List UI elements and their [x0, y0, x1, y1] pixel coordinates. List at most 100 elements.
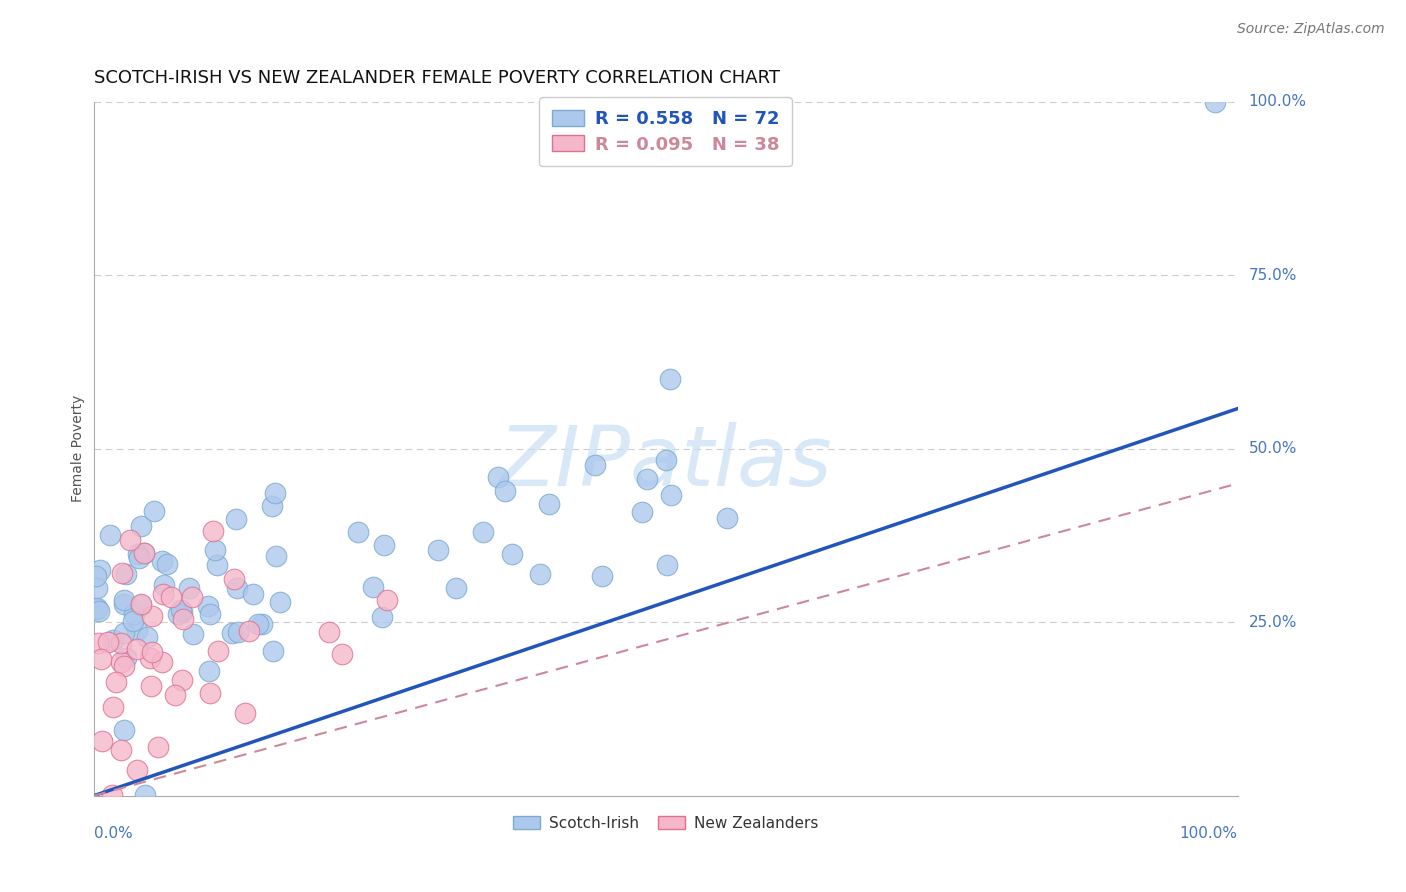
- Point: [141, 645, 163, 659]
- Point: [134, 546, 156, 560]
- Point: [242, 587, 264, 601]
- Text: 0.0%: 0.0%: [94, 826, 132, 841]
- Point: [84, 569, 107, 583]
- Point: [198, 607, 221, 621]
- Point: [170, 603, 193, 617]
- Point: [110, 566, 132, 581]
- Point: [246, 616, 269, 631]
- Point: [110, 743, 132, 757]
- Point: [98, 528, 121, 542]
- Point: [86, 581, 108, 595]
- Point: [86, 601, 108, 615]
- Point: [112, 723, 135, 738]
- Text: 100.0%: 100.0%: [1249, 95, 1306, 110]
- Point: [180, 590, 202, 604]
- Point: [375, 593, 398, 607]
- Point: [170, 673, 193, 687]
- Point: [472, 524, 495, 539]
- Point: [658, 372, 681, 386]
- Point: [172, 612, 194, 626]
- Point: [221, 626, 243, 640]
- Point: [159, 590, 181, 604]
- Point: [129, 598, 152, 612]
- Text: SCOTCH-IRISH VS NEW ZEALANDER FEMALE POVERTY CORRELATION CHART: SCOTCH-IRISH VS NEW ZEALANDER FEMALE POV…: [94, 69, 779, 87]
- Point: [101, 632, 124, 647]
- Point: [110, 655, 132, 669]
- Point: [141, 608, 163, 623]
- Point: [165, 688, 187, 702]
- Point: [110, 636, 132, 650]
- Point: [87, 604, 110, 618]
- Point: [444, 581, 467, 595]
- Point: [657, 558, 679, 573]
- Point: [112, 593, 135, 607]
- Point: [591, 568, 613, 582]
- Point: [233, 706, 256, 720]
- Point: [204, 542, 226, 557]
- Point: [361, 580, 384, 594]
- Point: [537, 496, 560, 510]
- Point: [150, 554, 173, 568]
- Point: [152, 587, 174, 601]
- Point: [89, 563, 111, 577]
- Point: [136, 630, 159, 644]
- Point: [330, 647, 353, 661]
- Point: [155, 557, 177, 571]
- Point: [529, 567, 551, 582]
- Point: [125, 623, 148, 637]
- Point: [226, 581, 249, 595]
- Text: 50.0%: 50.0%: [1249, 442, 1296, 457]
- Point: [127, 641, 149, 656]
- Text: 75.0%: 75.0%: [1249, 268, 1296, 283]
- Point: [129, 597, 152, 611]
- Point: [225, 512, 247, 526]
- Point: [127, 547, 149, 561]
- Point: [97, 635, 120, 649]
- Point: [153, 578, 176, 592]
- Point: [105, 674, 128, 689]
- Point: [630, 505, 652, 519]
- Point: [122, 607, 145, 622]
- Point: [150, 655, 173, 669]
- Point: [172, 605, 194, 619]
- Point: [1204, 95, 1226, 109]
- Text: 25.0%: 25.0%: [1249, 615, 1296, 630]
- Point: [91, 734, 114, 748]
- Point: [207, 643, 229, 657]
- Legend: Scotch-Irish, New Zealanders: Scotch-Irish, New Zealanders: [506, 809, 825, 837]
- Point: [198, 664, 221, 678]
- Point: [142, 504, 165, 518]
- Point: [659, 488, 682, 502]
- Point: [86, 636, 108, 650]
- Point: [263, 486, 285, 500]
- Text: ZIPatlas: ZIPatlas: [499, 422, 832, 503]
- Point: [226, 625, 249, 640]
- Point: [181, 627, 204, 641]
- Point: [146, 740, 169, 755]
- Point: [198, 686, 221, 700]
- Point: [716, 511, 738, 525]
- Point: [262, 644, 284, 658]
- Point: [501, 548, 523, 562]
- Point: [269, 595, 291, 609]
- Point: [636, 472, 658, 486]
- Point: [264, 549, 287, 563]
- Point: [112, 626, 135, 640]
- Point: [101, 700, 124, 714]
- Point: [134, 788, 156, 802]
- Point: [205, 558, 228, 573]
- Point: [112, 598, 135, 612]
- Point: [250, 616, 273, 631]
- Y-axis label: Female Poverty: Female Poverty: [72, 395, 86, 502]
- Point: [222, 572, 245, 586]
- Point: [201, 524, 224, 539]
- Point: [122, 614, 145, 628]
- Point: [128, 551, 150, 566]
- Point: [238, 624, 260, 639]
- Text: 100.0%: 100.0%: [1180, 826, 1237, 841]
- Point: [134, 546, 156, 560]
- Point: [370, 609, 392, 624]
- Point: [114, 650, 136, 665]
- Point: [141, 679, 163, 693]
- Point: [167, 607, 190, 621]
